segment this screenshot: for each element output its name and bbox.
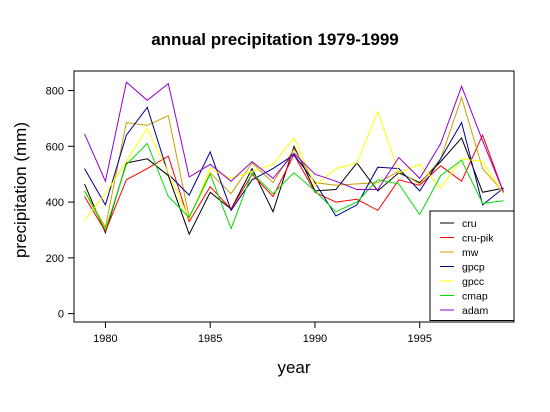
series-line-cmap	[84, 142, 504, 232]
x-axis-label: year	[277, 358, 311, 377]
series-line-gpcp	[84, 106, 504, 217]
series-line-gpcc	[84, 109, 504, 221]
y-tick-label: 0	[58, 309, 64, 321]
x-tick-label: 1985	[198, 333, 222, 345]
x-tick-label: 1980	[93, 333, 117, 345]
x-tick-label: 1995	[407, 333, 431, 345]
legend-box	[429, 210, 515, 321]
legend-label-gpcc: gpcc	[462, 276, 484, 288]
legend-label-cru: cru	[462, 218, 477, 230]
chart-title: annual precipitation 1979-1999	[151, 30, 399, 49]
legend-label-adam: adam	[462, 305, 489, 317]
plot-frame	[73, 70, 515, 323]
y-tick-label: 200	[46, 253, 64, 265]
legend-label-cru-pik: cru-pik	[462, 233, 494, 245]
legend-label-mw: mw	[462, 247, 479, 259]
legend-label-gpcp: gpcp	[462, 262, 485, 274]
x-axis: 1980 1985 1990 1995	[93, 322, 432, 345]
series-line-adam	[84, 81, 504, 193]
series-layer	[84, 81, 504, 236]
y-tick-label: 400	[46, 197, 64, 209]
series-line-mw	[84, 95, 504, 229]
x-tick-label: 1990	[303, 333, 327, 345]
y-tick-label: 600	[46, 141, 64, 153]
legend: cru cru-pik mw gpcp gpcc cmap adam	[429, 210, 515, 321]
y-axis: 0 200 400 600 800	[46, 86, 74, 321]
legend-label-cmap: cmap	[462, 291, 488, 303]
y-tick-label: 800	[46, 86, 64, 98]
